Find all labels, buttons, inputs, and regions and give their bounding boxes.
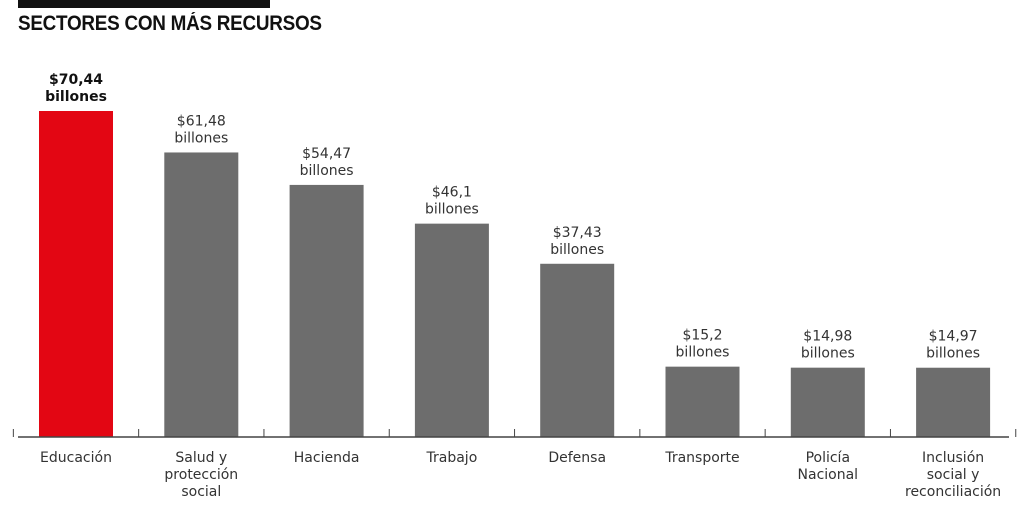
bar-6 xyxy=(790,367,865,437)
value-label-1: $61,48 billones xyxy=(174,113,228,146)
value-label-7: $14,97 billones xyxy=(926,329,980,362)
bar-5 xyxy=(665,366,740,437)
value-label-2: $54,47 billones xyxy=(300,146,354,179)
value-label-6: $14,98 billones xyxy=(801,329,855,362)
value-label-5: $15,2 billones xyxy=(676,328,730,361)
title-accent-bar xyxy=(18,0,270,8)
bar-0 xyxy=(39,111,113,437)
category-label-3: Trabajo xyxy=(426,450,478,466)
value-label-3: $46,1 billones xyxy=(425,185,479,218)
bar-4 xyxy=(540,263,615,437)
bar-1 xyxy=(164,152,239,437)
bar-7 xyxy=(916,367,991,437)
category-label-1: Salud y protección social xyxy=(164,450,238,500)
category-label-0: Educación xyxy=(40,450,112,466)
category-label-4: Defensa xyxy=(548,450,606,466)
category-label-2: Hacienda xyxy=(294,450,360,466)
chart-title: SECTORES CON MÁS RECURSOS xyxy=(18,12,322,35)
bar-3 xyxy=(414,223,489,437)
bar-2 xyxy=(289,184,364,437)
category-label-6: Policía Nacional xyxy=(798,450,859,483)
value-label-4: $37,43 billones xyxy=(550,225,604,258)
category-label-5: Transporte xyxy=(664,450,739,466)
value-label-0: $70,44 billones xyxy=(45,72,107,105)
category-label-7: Inclusión social y reconciliación xyxy=(905,450,1001,500)
